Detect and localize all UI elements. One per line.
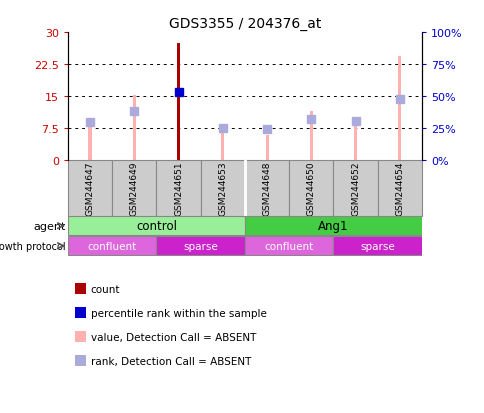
Text: GSM244652: GSM244652 (350, 161, 359, 216)
Text: GSM244649: GSM244649 (130, 161, 138, 216)
Bar (377, 161, 421, 216)
Text: GSM244653: GSM244653 (218, 161, 227, 216)
Text: GSM244651: GSM244651 (174, 161, 182, 216)
Text: count: count (91, 284, 120, 294)
Bar (68, 237, 156, 256)
Bar (221, 131, 224, 161)
Bar (333, 237, 421, 256)
Text: Ang1: Ang1 (318, 220, 348, 233)
Text: sparse: sparse (183, 241, 218, 251)
Bar (88, 120, 91, 161)
Bar (244, 217, 421, 236)
Text: confluent: confluent (87, 241, 136, 251)
Text: sparse: sparse (360, 241, 394, 251)
Bar (200, 161, 244, 216)
Bar (156, 161, 200, 216)
Bar (68, 161, 112, 216)
Text: GSM244650: GSM244650 (306, 161, 315, 216)
Bar (397, 57, 401, 161)
Text: agent: agent (33, 221, 65, 231)
Bar (156, 237, 244, 256)
Bar (133, 96, 136, 161)
Text: confluent: confluent (264, 241, 313, 251)
Bar (244, 237, 333, 256)
Text: control: control (136, 220, 177, 233)
Bar (309, 112, 312, 161)
Bar (265, 136, 268, 161)
Bar (333, 161, 377, 216)
Bar (244, 161, 288, 216)
Text: GSM244654: GSM244654 (394, 161, 404, 216)
Text: GSM244648: GSM244648 (262, 161, 271, 216)
Text: GSM244647: GSM244647 (85, 161, 94, 216)
Text: value, Detection Call = ABSENT: value, Detection Call = ABSENT (91, 332, 256, 342)
Text: percentile rank within the sample: percentile rank within the sample (91, 308, 266, 318)
Bar (68, 217, 244, 236)
Text: rank, Detection Call = ABSENT: rank, Detection Call = ABSENT (91, 356, 251, 366)
Title: GDS3355 / 204376_at: GDS3355 / 204376_at (168, 17, 320, 31)
Text: growth protocol: growth protocol (0, 241, 65, 251)
Bar (353, 118, 356, 161)
Bar (288, 161, 333, 216)
Bar (112, 161, 156, 216)
Bar (177, 44, 180, 161)
